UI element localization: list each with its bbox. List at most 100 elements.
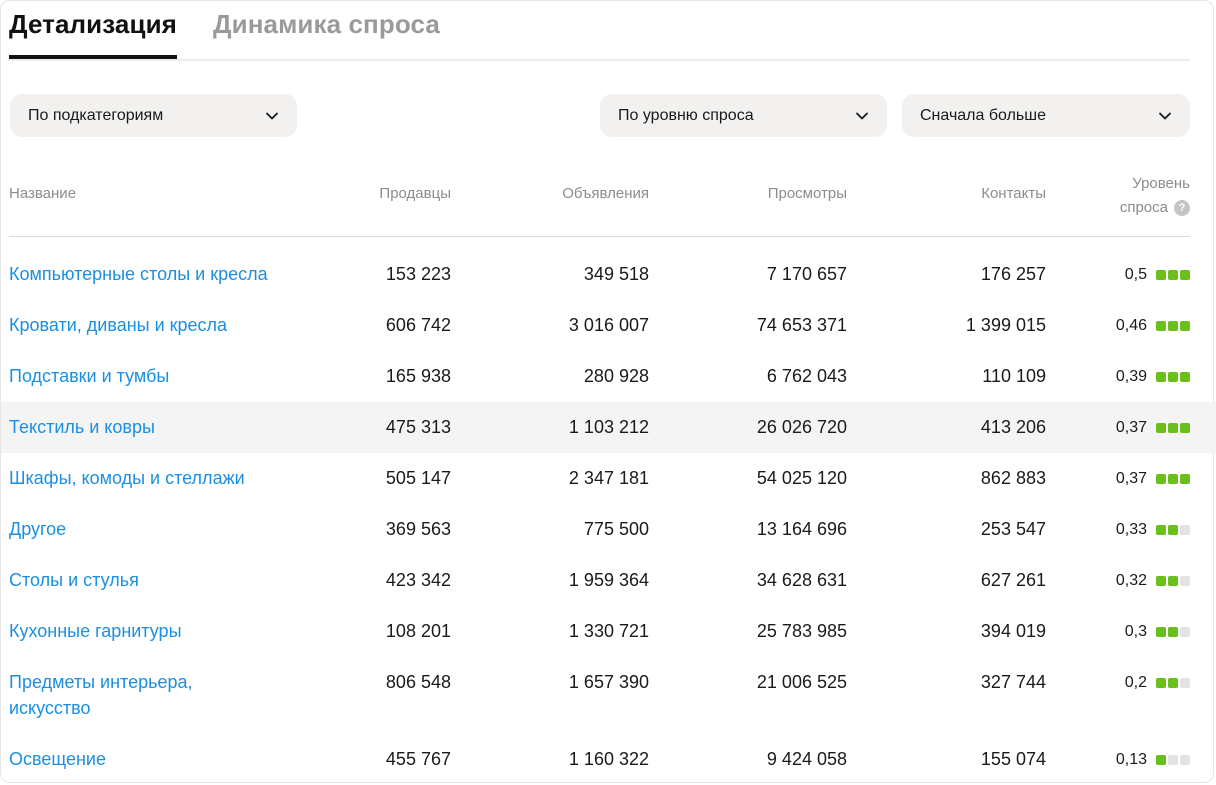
demand-level-value: 0,13 — [1115, 751, 1147, 768]
contacts-cell: 862 883 — [980, 468, 1046, 488]
demand-level-bar — [1156, 627, 1166, 637]
sort-field-select[interactable]: По уровню спроса — [600, 94, 887, 137]
demand-level-value: 0,46 — [1115, 317, 1147, 334]
sellers-cell: 153 223 — [385, 264, 451, 284]
subcategory-link[interactable]: Компьютерные столы и кресла — [9, 264, 268, 284]
demand-level-bar — [1168, 755, 1178, 765]
subcategory-link[interactable]: Кухонные гарнитуры — [9, 621, 182, 641]
sellers-cell: 455 767 — [385, 749, 451, 769]
table-body: Компьютерные столы и кресла 153 223 349 51… — [1, 249, 1216, 785]
ads-cell: 1 330 721 — [568, 621, 649, 641]
demand-level-bar — [1156, 576, 1166, 586]
table-row[interactable]: Кровати, диваны и кресла 606 742 3 016 007… — [1, 300, 1216, 351]
chevron-down-icon — [856, 112, 868, 119]
column-header-demand-level[interactable]: Уровень спроса? — [1120, 172, 1190, 220]
tab-details[interactable]: Детализация — [9, 9, 177, 59]
subcategory-link[interactable]: Предметы интерьера, искусство — [9, 672, 193, 718]
demand-level-bar — [1168, 525, 1178, 535]
demand-level-cell: 0,5 — [1125, 262, 1190, 288]
contacts-cell: 176 257 — [980, 264, 1046, 284]
ads-cell: 349 518 — [583, 264, 649, 284]
contacts-cell: 327 744 — [980, 672, 1046, 692]
column-header-name[interactable]: Название — [9, 185, 77, 202]
demand-level-cell: 0,37 — [1116, 466, 1190, 492]
demand-level-label-line1: Уровень — [1132, 175, 1190, 192]
views-cell: 25 783 985 — [756, 621, 847, 641]
demand-level-bar — [1180, 321, 1190, 331]
help-icon[interactable]: ? — [1174, 200, 1190, 216]
demand-level-cell: 0,39 — [1116, 364, 1190, 390]
demand-level-indicator — [1156, 678, 1190, 688]
demand-level-indicator — [1156, 270, 1190, 280]
demand-level-cell: 0,32 — [1116, 568, 1190, 594]
ads-cell: 1 959 364 — [568, 570, 649, 590]
views-cell: 34 628 631 — [756, 570, 847, 590]
demand-level-bar — [1168, 423, 1178, 433]
demand-level-indicator — [1156, 525, 1190, 535]
table-row[interactable]: Предметы интерьера, искусство 806 548 1 65… — [1, 657, 1216, 734]
sellers-cell: 423 342 — [385, 570, 451, 590]
subcategory-link[interactable]: Подставки и тумбы — [9, 366, 170, 386]
subcategory-link[interactable]: Другое — [9, 519, 67, 539]
chevron-down-icon — [266, 112, 278, 119]
ads-cell: 1 160 322 — [568, 749, 649, 769]
table-row[interactable]: Текстиль и ковры 475 313 1 103 212 26 026 7… — [1, 402, 1216, 453]
demand-level-bar — [1180, 678, 1190, 688]
ads-cell: 1 657 390 — [568, 672, 649, 692]
sellers-cell: 165 938 — [385, 366, 451, 386]
ads-cell: 3 016 007 — [568, 315, 649, 335]
sort-order-value: Сначала больше — [920, 106, 1046, 124]
demand-level-indicator — [1156, 372, 1190, 382]
column-header-contacts[interactable]: Контакты — [981, 185, 1046, 202]
demand-level-bar — [1180, 627, 1190, 637]
demand-level-value: 0,2 — [1124, 674, 1147, 691]
table-row[interactable]: Освещение 455 767 1 160 322 9 424 058 155 07… — [1, 734, 1216, 785]
demand-level-bar — [1168, 321, 1178, 331]
table-row[interactable]: Компьютерные столы и кресла 153 223 349 51… — [1, 249, 1216, 300]
demand-level-indicator — [1156, 474, 1190, 484]
demand-level-bar — [1168, 372, 1178, 382]
demand-level-indicator — [1156, 627, 1190, 637]
contacts-cell: 155 074 — [980, 749, 1046, 769]
table-row[interactable]: Шкафы, комоды и стеллажи 505 147 2 347 181… — [1, 453, 1216, 504]
views-cell: 7 170 657 — [766, 264, 847, 284]
subcategory-link[interactable]: Столы и стулья — [9, 570, 139, 590]
ads-cell: 1 103 212 — [568, 417, 649, 437]
sellers-cell: 475 313 — [385, 417, 451, 437]
table-row[interactable]: Кухонные гарнитуры 108 201 1 330 721 25 783… — [1, 606, 1216, 657]
subcategory-link[interactable]: Шкафы, комоды и стеллажи — [9, 468, 245, 488]
subcategory-link[interactable]: Освещение — [9, 749, 106, 769]
ads-cell: 280 928 — [583, 366, 649, 386]
sellers-cell: 606 742 — [385, 315, 451, 335]
sort-order-select[interactable]: Сначала больше — [902, 94, 1190, 137]
demand-level-value: 0,37 — [1115, 470, 1147, 487]
views-cell: 6 762 043 — [766, 366, 847, 386]
subcategory-link[interactable]: Текстиль и ковры — [9, 417, 155, 437]
tab-bar: Детализация Динамика спроса — [9, 1, 1190, 61]
views-cell: 9 424 058 — [766, 749, 847, 769]
demand-level-cell: 0,37 — [1116, 415, 1190, 441]
demand-level-bar — [1180, 755, 1190, 765]
group-by-select[interactable]: По подкатегориям — [10, 94, 297, 137]
demand-level-bar — [1180, 423, 1190, 433]
demand-level-bar — [1168, 270, 1178, 280]
demand-level-cell: 0,2 — [1125, 670, 1190, 696]
table-row[interactable]: Подставки и тумбы 165 938 280 928 6 762 043… — [1, 351, 1216, 402]
table-row[interactable]: Столы и стулья 423 342 1 959 364 34 628 631… — [1, 555, 1216, 606]
demand-level-bar — [1168, 474, 1178, 484]
demand-level-cell: 0,3 — [1125, 619, 1190, 645]
column-header-views[interactable]: Просмотры — [767, 185, 847, 202]
contacts-cell: 1 399 015 — [965, 315, 1046, 335]
demand-level-value: 0,39 — [1115, 368, 1147, 385]
table-row[interactable]: Другое 369 563 775 500 13 164 696 253 547 0,3… — [1, 504, 1216, 555]
sellers-cell: 369 563 — [385, 519, 451, 539]
demand-level-bar — [1156, 270, 1166, 280]
contacts-cell: 413 206 — [980, 417, 1046, 437]
column-header-ads[interactable]: Объявления — [562, 185, 649, 202]
column-header-sellers[interactable]: Продавцы — [379, 185, 451, 202]
demand-level-indicator — [1156, 321, 1190, 331]
subcategory-link[interactable]: Кровати, диваны и кресла — [9, 315, 228, 335]
demand-level-bar — [1180, 372, 1190, 382]
tab-demand-dynamics[interactable]: Динамика спроса — [213, 9, 440, 39]
